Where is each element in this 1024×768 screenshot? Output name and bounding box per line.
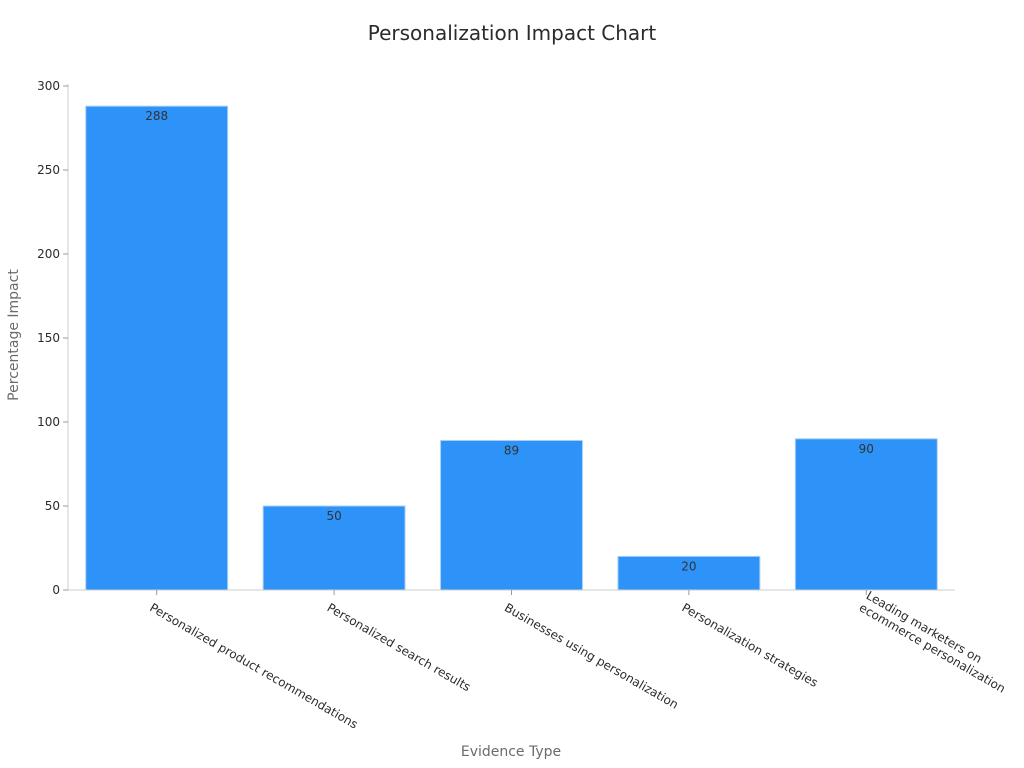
y-tick-label: 50 xyxy=(45,499,60,513)
bar-data-label: 90 xyxy=(859,442,874,456)
y-tick-label: 150 xyxy=(37,331,60,345)
bar xyxy=(85,105,229,591)
x-axis-title: Evidence Type xyxy=(461,744,561,760)
y-axis-title: Percentage Impact xyxy=(6,269,22,401)
x-tick-label-line: Personalized product recommendations xyxy=(147,600,360,731)
bar xyxy=(617,555,761,591)
x-tick-label: Businesses using personalization xyxy=(502,600,681,711)
x-tick-label: Personalized search results xyxy=(325,600,473,694)
bar-data-label: 288 xyxy=(145,109,168,123)
x-tick-label-line: Leading marketers on xyxy=(864,588,985,666)
y-tick-label: 200 xyxy=(37,247,60,261)
bar-data-label: 20 xyxy=(681,559,696,573)
bar xyxy=(794,438,938,591)
y-tick-label: 250 xyxy=(37,163,60,177)
x-tick-label: Personalization strategies xyxy=(679,600,820,689)
y-tick-label: 300 xyxy=(37,79,60,93)
chart-title: Personalization Impact Chart xyxy=(368,21,657,45)
x-tick-label-line: Businesses using personalization xyxy=(502,600,681,711)
x-axis: Personalized product recommendationsPers… xyxy=(68,588,1008,732)
bar xyxy=(440,439,583,591)
bars-group: 288 50 89 20 90 xyxy=(85,105,938,591)
x-tick-label-line: Personalized search results xyxy=(325,600,473,694)
y-axis: 0 50 100 150 200 250 300 xyxy=(37,79,69,597)
x-tick-label-line: ecommerce personalization xyxy=(857,600,1008,695)
bar xyxy=(262,505,406,591)
x-tick-label: Personalized product recommendations xyxy=(147,600,360,731)
y-tick-label: 0 xyxy=(52,583,60,597)
bar-data-label: 50 xyxy=(326,509,341,523)
y-tick-label: 100 xyxy=(37,415,60,429)
x-tick-label-line: Personalization strategies xyxy=(679,600,820,689)
bar-data-label: 89 xyxy=(504,443,519,457)
